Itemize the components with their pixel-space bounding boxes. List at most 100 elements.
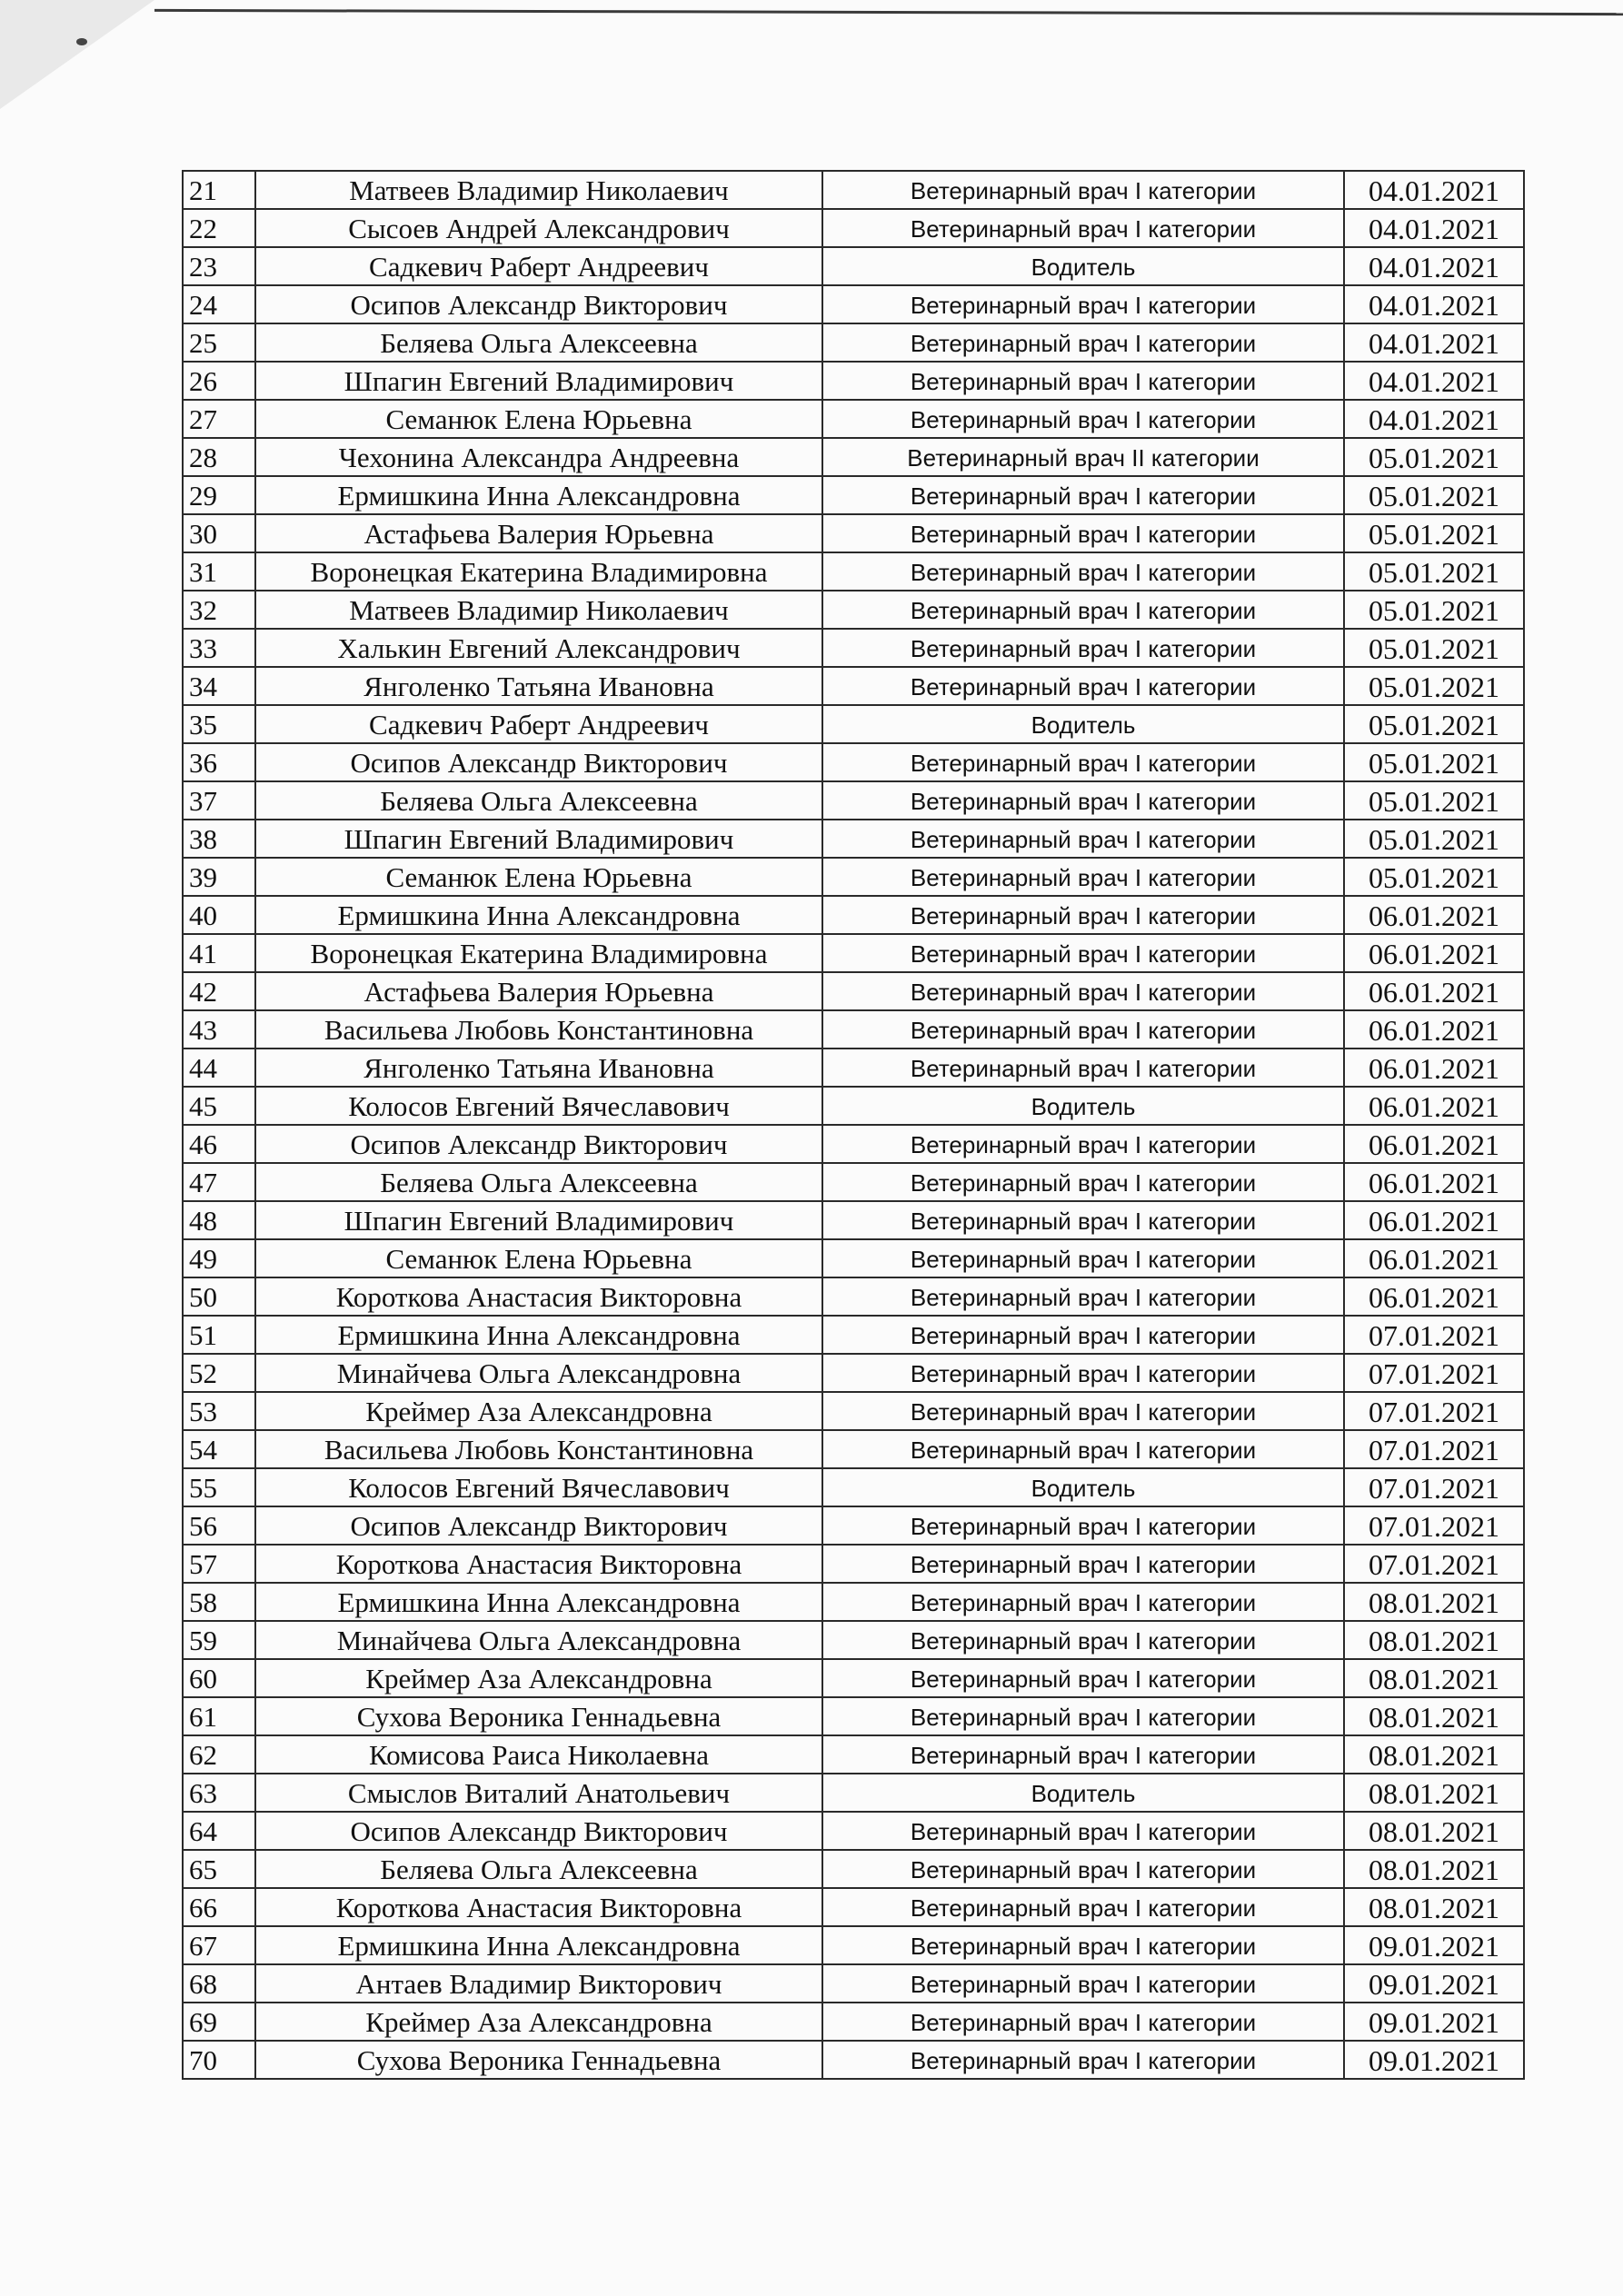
employee-position-cell: Ветеринарный врач I категории — [821, 933, 1345, 973]
shift-date-cell: 08.01.2021 — [1343, 1849, 1525, 1889]
employee-position-cell: Ветеринарный врач I категории — [821, 1963, 1345, 2003]
employee-position: Ветеринарный врач I категории — [910, 1589, 1257, 1616]
employee-name: Ермишкина Инна Александровна — [337, 900, 741, 931]
shift-date: 06.01.2021 — [1369, 1090, 1499, 1123]
employee-position-cell: Ветеринарный врач I категории — [821, 1162, 1345, 1202]
employee-position-cell: Ветеринарный врач I категории — [821, 1658, 1345, 1698]
employee-position-cell: Ветеринарный врач I категории — [821, 1506, 1345, 1546]
employee-position: Ветеринарный врач I категории — [910, 750, 1257, 777]
employee-position-cell: Ветеринарный врач I категории — [821, 552, 1345, 591]
employee-name: Смыслов Виталий Анатольевич — [347, 1777, 731, 1809]
employee-name-cell: Сысоев Андрей Александрович — [254, 208, 823, 248]
row-number: 40 — [189, 900, 217, 931]
employee-position: Ветеринарный врач I категории — [910, 559, 1257, 586]
employee-position-cell: Ветеринарный врач I категории — [821, 1124, 1345, 1164]
shift-date: 05.01.2021 — [1369, 442, 1499, 474]
employee-name: Шпагин Евгений Владимирович — [344, 365, 734, 397]
table-row: 28 Чехонина Александра Андреевна Ветеринар… — [182, 437, 1525, 477]
employee-position-cell: Ветеринарный врач I категории — [821, 742, 1345, 782]
table-row: 58 Ермишкина Инна Александровна Ветеринарн… — [182, 1582, 1525, 1622]
employee-position: Ветеринарный врач I категории — [910, 1169, 1257, 1197]
row-number-cell: 32 — [182, 590, 256, 630]
employee-position-cell: Ветеринарный врач I категории — [821, 1887, 1345, 1927]
shift-date-cell: 07.01.2021 — [1343, 1467, 1525, 1507]
employee-position-cell: Ветеринарный врач I категории — [821, 1353, 1345, 1393]
shift-date: 05.01.2021 — [1369, 518, 1499, 551]
row-number-cell: 30 — [182, 513, 256, 553]
shift-date: 04.01.2021 — [1369, 327, 1499, 360]
row-number: 24 — [189, 289, 217, 321]
table-row: 67 Ермишкина Инна Александровна Ветеринарн… — [182, 1925, 1525, 1965]
employee-position-cell: Ветеринарный врач I категории — [821, 208, 1345, 248]
row-number: 64 — [189, 1815, 217, 1847]
employee-position: Водитель — [1031, 1475, 1136, 1502]
employee-position-cell: Ветеринарный врач I категории — [821, 323, 1345, 363]
shift-date-cell: 04.01.2021 — [1343, 361, 1525, 401]
employee-position: Ветеринарный врач I категории — [910, 1131, 1257, 1158]
employee-name: Осипов Александр Викторович — [350, 1815, 728, 1847]
employee-name-cell: Осипов Александр Викторович — [254, 1811, 823, 1851]
table-row: 50 Короткова Анастасия Викторовна Ветерина… — [182, 1277, 1525, 1317]
employee-name-cell: Астафьева Валерия Юрьевна — [254, 513, 823, 553]
employee-name: Беляева Ольга Алексеевна — [380, 1854, 698, 1885]
shift-date: 05.01.2021 — [1369, 785, 1499, 818]
row-number-cell: 63 — [182, 1773, 256, 1813]
row-number-cell: 61 — [182, 1696, 256, 1736]
shift-date-cell: 05.01.2021 — [1343, 819, 1525, 859]
row-number-cell: 46 — [182, 1124, 256, 1164]
row-number: 28 — [189, 442, 217, 473]
employee-name-cell: Осипов Александр Викторович — [254, 1506, 823, 1546]
table-row: 51 Ермишкина Инна Александровна Ветеринарн… — [182, 1315, 1525, 1355]
employee-position-cell: Ветеринарный врач I категории — [821, 857, 1345, 897]
row-number-cell: 67 — [182, 1925, 256, 1965]
employee-name-cell: Ермишкина Инна Александровна — [254, 895, 823, 935]
shift-date-cell: 06.01.2021 — [1343, 1009, 1525, 1049]
employee-name: Короткова Анастасия Викторовна — [335, 1892, 742, 1923]
employee-name: Колосов Евгений Вячеславович — [348, 1472, 730, 1504]
shift-date-cell: 05.01.2021 — [1343, 552, 1525, 591]
row-number-cell: 39 — [182, 857, 256, 897]
employee-position-cell: Ветеринарный врач I категории — [821, 1200, 1345, 1240]
table-row: 30 Астафьева Валерия Юрьевна Ветеринарный … — [182, 513, 1525, 553]
shift-date: 09.01.2021 — [1369, 2044, 1499, 2077]
shift-date: 08.01.2021 — [1369, 1854, 1499, 1886]
table-row: 42 Астафьева Валерия Юрьевна Ветеринарный … — [182, 971, 1525, 1011]
employee-name: Короткова Анастасия Викторовна — [335, 1281, 742, 1313]
employee-name: Комисова Раиса Николаевна — [368, 1739, 709, 1771]
employee-name: Садкевич Раберт Андреевич — [369, 251, 709, 283]
shift-date: 07.01.2021 — [1369, 1357, 1499, 1390]
row-number-cell: 25 — [182, 323, 256, 363]
employee-name: Халькин Евгений Александрович — [337, 632, 741, 664]
row-number-cell: 43 — [182, 1009, 256, 1049]
shift-date: 06.01.2021 — [1369, 1243, 1499, 1276]
row-number-cell: 53 — [182, 1391, 256, 1431]
employee-position: Ветеринарный врач I категории — [910, 368, 1257, 395]
row-number: 39 — [189, 861, 217, 893]
row-number-cell: 52 — [182, 1353, 256, 1393]
employee-position-cell: Ветеринарный врач I категории — [821, 895, 1345, 935]
shift-date-cell: 05.01.2021 — [1343, 704, 1525, 744]
row-number: 36 — [189, 747, 217, 779]
shift-date: 04.01.2021 — [1369, 213, 1499, 245]
employee-name: Сухова Вероника Геннадьевна — [356, 2044, 722, 2076]
shift-date: 06.01.2021 — [1369, 938, 1499, 970]
row-number: 60 — [189, 1663, 217, 1695]
employee-name-cell: Комисова Раиса Николаевна — [254, 1734, 823, 1774]
shift-date-cell: 08.01.2021 — [1343, 1658, 1525, 1698]
shift-date: 05.01.2021 — [1369, 709, 1499, 741]
table-row: 68 Антаев Владимир Викторович Ветеринарный… — [182, 1963, 1525, 2003]
row-number: 67 — [189, 1930, 217, 1962]
employee-name-cell: Короткова Анастасия Викторовна — [254, 1544, 823, 1584]
shift-date-cell: 07.01.2021 — [1343, 1353, 1525, 1393]
employee-position: Водитель — [1031, 1780, 1136, 1807]
shift-date: 06.01.2021 — [1369, 1052, 1499, 1085]
employee-name-cell: Халькин Евгений Александрович — [254, 628, 823, 668]
shift-date: 06.01.2021 — [1369, 1205, 1499, 1237]
row-number: 41 — [189, 938, 217, 969]
table-row: 33 Халькин Евгений Александрович Ветеринар… — [182, 628, 1525, 668]
employee-position: Ветеринарный врач I категории — [910, 1398, 1257, 1426]
table-row: 57 Короткова Анастасия Викторовна Ветерина… — [182, 1544, 1525, 1584]
employee-position: Ветеринарный врач I категории — [910, 597, 1257, 624]
employee-name: Семанюк Елена Юрьевна — [385, 1243, 692, 1275]
employee-position-cell: Ветеринарный врач I категории — [821, 1391, 1345, 1431]
